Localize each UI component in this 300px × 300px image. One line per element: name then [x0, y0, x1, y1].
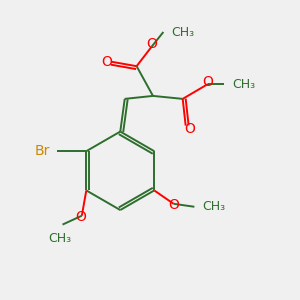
Text: CH₃: CH₃	[203, 200, 226, 213]
Text: O: O	[146, 38, 157, 52]
Text: CH₃: CH₃	[232, 77, 256, 91]
Text: CH₃: CH₃	[172, 26, 195, 38]
Text: O: O	[168, 198, 179, 212]
Text: Br: Br	[35, 144, 50, 158]
Text: CH₃: CH₃	[49, 232, 72, 245]
Text: O: O	[75, 210, 86, 224]
Text: O: O	[101, 55, 112, 69]
Text: O: O	[202, 75, 213, 88]
Text: O: O	[185, 122, 196, 136]
